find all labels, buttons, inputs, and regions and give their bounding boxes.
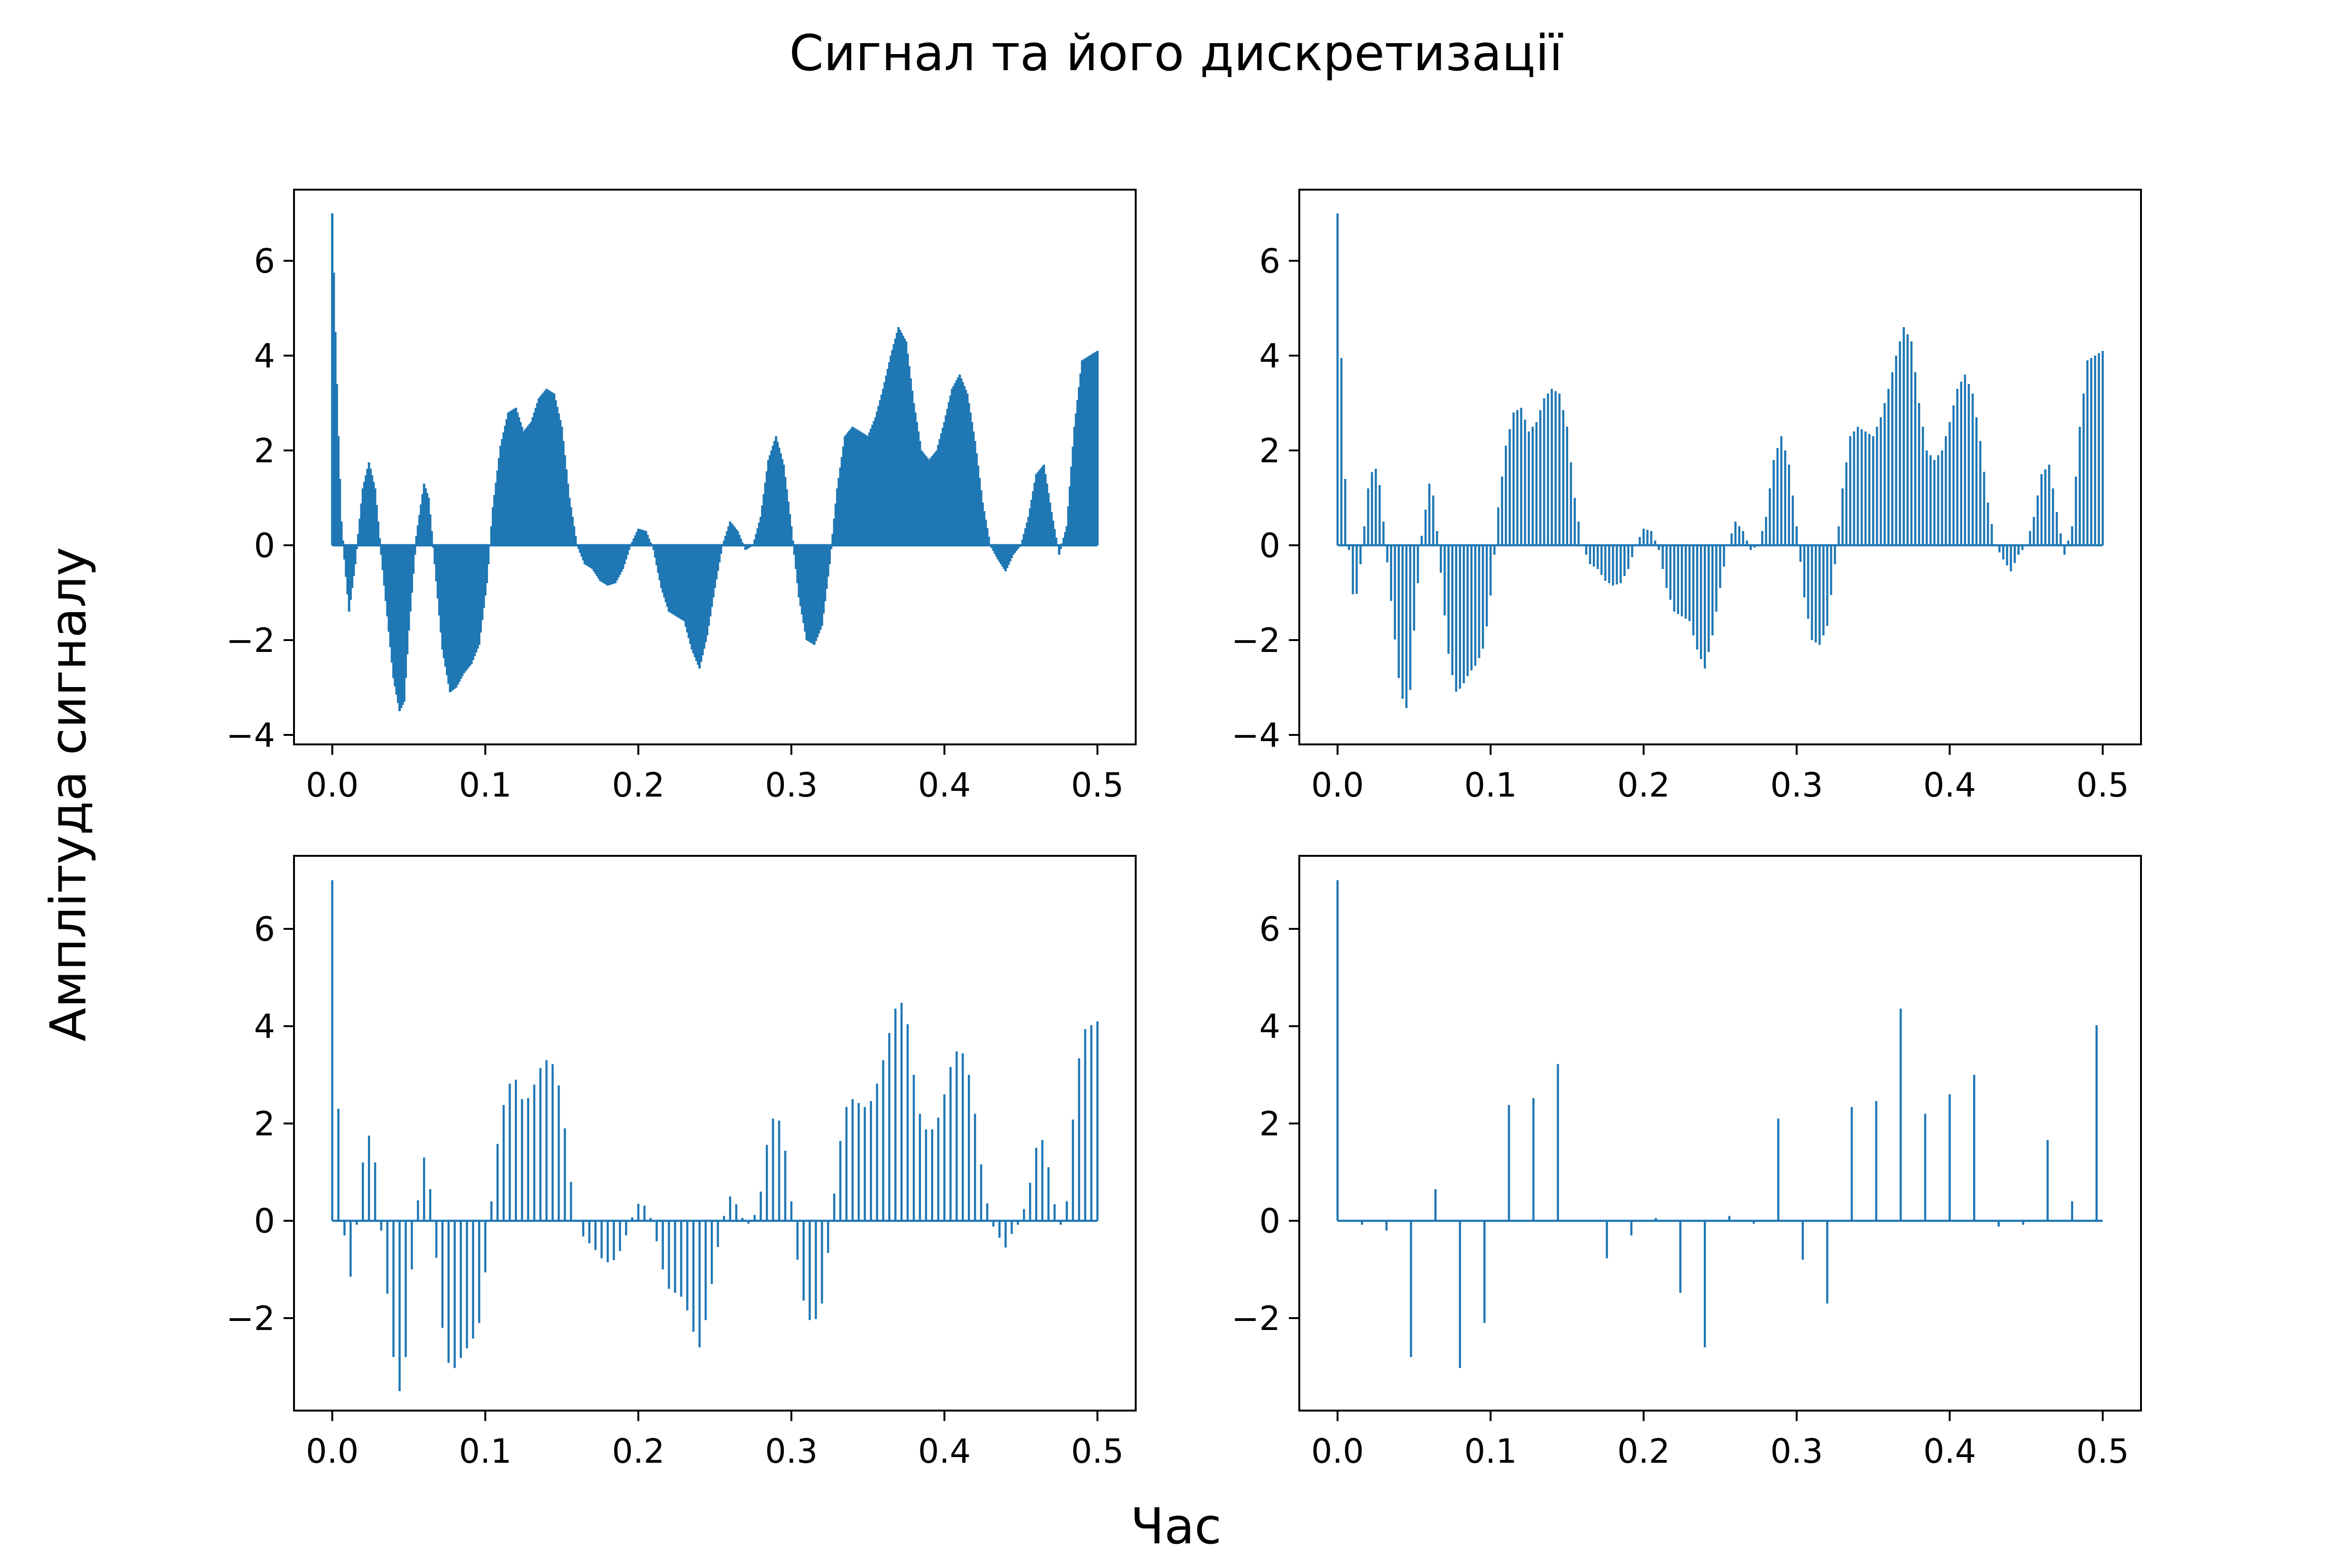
- x-tick-label: 0.0: [306, 1432, 358, 1471]
- x-tick-label: 0.3: [765, 1432, 818, 1471]
- x-tick-label: 0.1: [1464, 1432, 1517, 1471]
- signal-line: [331, 213, 1099, 711]
- figure-title: Сигнал та його дискретизації: [789, 24, 1563, 82]
- y-tick-label: 0: [254, 526, 275, 565]
- x-tick-label: 0.1: [459, 1432, 512, 1471]
- figure-ylabel: Амплітуда сигналу: [39, 547, 97, 1042]
- x-tick-label: 0.2: [1617, 766, 1670, 805]
- y-tick-label: −4: [226, 716, 275, 755]
- axes-frame: [1298, 189, 2142, 745]
- y-tick-label: 6: [1259, 910, 1280, 949]
- y-tick-label: 6: [254, 910, 275, 949]
- axes-frame: [1298, 855, 2142, 1412]
- x-tick-label: 0.0: [306, 766, 358, 805]
- subplot-bottom-right: 0.0 0.1 0.2 0.3 0.4 0.5 −2 0 2 4 6: [1231, 855, 2142, 1471]
- x-tick-label: 0.2: [612, 1432, 664, 1471]
- x-tick-label: 0.3: [765, 766, 818, 805]
- signal-line: [1336, 213, 2104, 708]
- subplot-top-right: 0.0 0.1 0.2 0.3 0.4 0.5 −4 −2 0 2 4 6: [1231, 189, 2142, 805]
- x-tick-label: 0.3: [1770, 766, 1823, 805]
- x-tick-label: 0.5: [2076, 766, 2129, 805]
- y-tick-label: −4: [1231, 716, 1280, 755]
- y-tick-label: −2: [226, 1299, 275, 1338]
- signal-line: [331, 880, 1099, 1391]
- x-tick-label: 0.4: [1923, 766, 1976, 805]
- y-tick-label: 6: [254, 242, 275, 281]
- x-tick-label: 0.5: [1071, 766, 1124, 805]
- x-tick-label: 0.1: [459, 766, 512, 805]
- x-tick-label: 0.5: [1071, 1432, 1124, 1471]
- subplot-bottom-left: 0.0 0.1 0.2 0.3 0.4 0.5 −2 0 2 4 6: [226, 855, 1137, 1471]
- y-tick-label: 6: [1259, 242, 1280, 281]
- figure-xlabel: Час: [1130, 1497, 1222, 1555]
- x-tick-label: 0.4: [918, 1432, 971, 1471]
- y-tick-label: 4: [1259, 1007, 1280, 1046]
- x-tick-label: 0.4: [918, 766, 971, 805]
- x-tick-label: 0.1: [1464, 766, 1517, 805]
- x-tick-label: 0.2: [612, 766, 664, 805]
- y-tick-label: 0: [254, 1202, 275, 1241]
- y-tick-label: 4: [1259, 337, 1280, 376]
- x-tick-label: 0.5: [2076, 1432, 2129, 1471]
- x-tick-label: 0.4: [1923, 1432, 1976, 1471]
- x-tick-label: 0.0: [1311, 766, 1364, 805]
- axes-frame: [293, 855, 1137, 1412]
- y-tick-label: −2: [1231, 621, 1280, 660]
- axes-frame: [293, 189, 1137, 745]
- y-tick-label: −2: [1231, 1299, 1280, 1338]
- subplot-top-left: 0.0 0.1 0.2 0.3 0.4 0.5 −4 −2 0 2 4 6: [226, 189, 1137, 805]
- x-tick-label: 0.2: [1617, 1432, 1670, 1471]
- y-tick-label: 2: [1259, 1104, 1280, 1143]
- y-tick-label: 4: [254, 1007, 275, 1046]
- y-tick-label: 2: [254, 431, 275, 470]
- signal-line: [1336, 880, 2103, 1368]
- y-tick-label: 0: [1259, 526, 1280, 565]
- x-tick-label: 0.0: [1311, 1432, 1364, 1471]
- y-tick-label: 2: [1259, 431, 1280, 470]
- y-tick-label: 4: [254, 337, 275, 376]
- y-tick-label: 0: [1259, 1202, 1280, 1241]
- y-tick-label: 2: [254, 1104, 275, 1143]
- y-tick-label: −2: [226, 621, 275, 660]
- x-tick-label: 0.3: [1770, 1432, 1823, 1471]
